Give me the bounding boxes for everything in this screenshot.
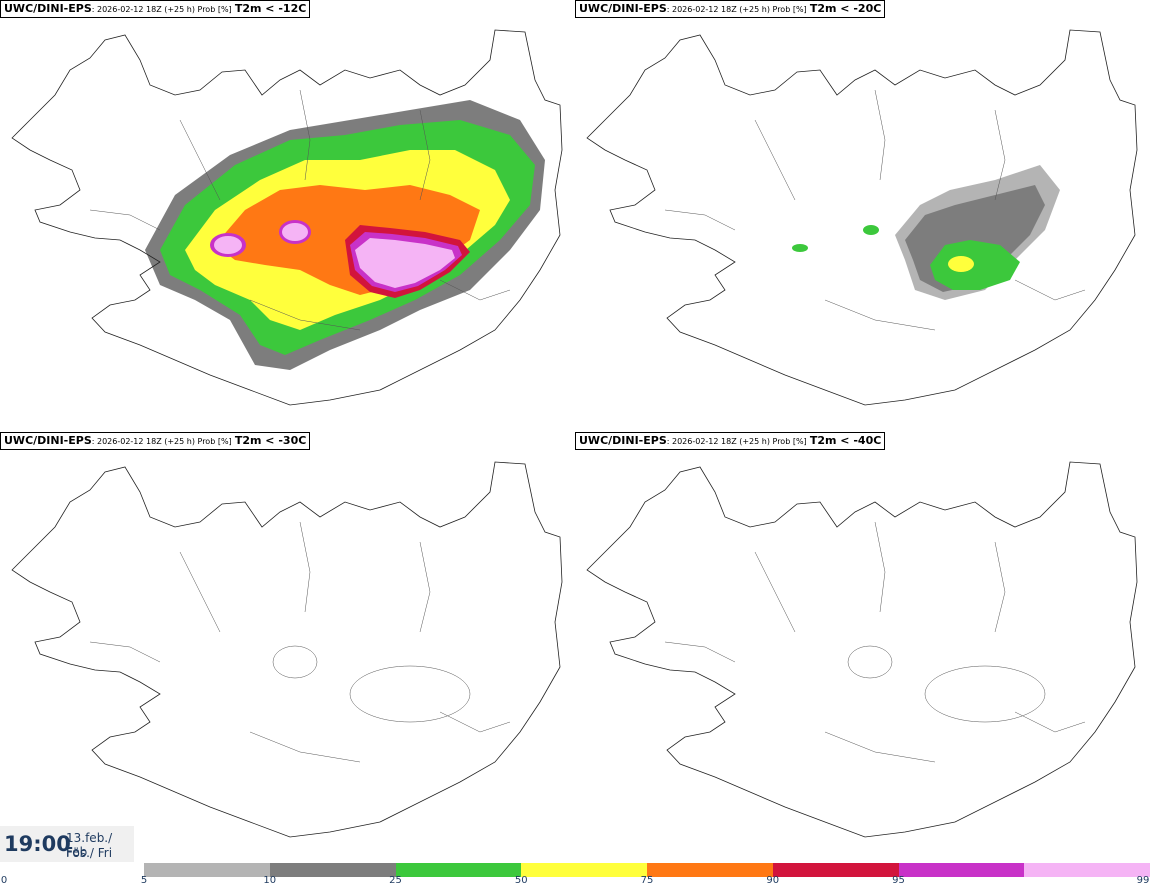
variable-threshold: T2m < -40C (809, 434, 882, 447)
probability-colorbar (144, 863, 1150, 877)
coastline (11, 461, 563, 838)
colorbar-segment (1024, 863, 1150, 877)
colorbar-tick-label: 50 (514, 875, 528, 886)
map-panel-t2m-minus-30: UWC/DINI-EPS: 2026-02-12 18Z (+25 h) Pro… (0, 432, 575, 862)
iceland-map (11, 29, 563, 406)
colorbar-tick-label: 0 (0, 875, 8, 886)
coastline (586, 29, 1138, 406)
valid-hour: 19:00 (4, 832, 71, 856)
model-name: UWC/DINI-EPS (4, 434, 92, 447)
colorbar-segment (269, 863, 396, 877)
valid-time-box: 19:00 13.feb./ Feb Fös./ Fri (0, 826, 134, 862)
colorbar-segment (395, 863, 522, 877)
colorbar-tick-label: 99 (1136, 875, 1150, 886)
colorbar-tick-label: 10 (263, 875, 277, 886)
colorbar-segment (898, 863, 1025, 877)
run-info: : 2026-02-12 18Z (+25 h) Prob [%] (666, 437, 807, 446)
probability-fill (792, 165, 1060, 300)
panel-title: UWC/DINI-EPS: 2026-02-12 18Z (+25 h) Pro… (575, 0, 886, 18)
glacier-outline (924, 665, 1046, 723)
model-name: UWC/DINI-EPS (579, 434, 667, 447)
map-panel-t2m-minus-40: UWC/DINI-EPS: 2026-02-12 18Z (+25 h) Pro… (575, 432, 1150, 862)
model-name: UWC/DINI-EPS (4, 2, 92, 15)
colorbar-tick-label: 75 (640, 875, 654, 886)
inland-contours (89, 89, 511, 331)
run-info: : 2026-02-12 18Z (+25 h) Prob [%] (91, 437, 232, 446)
inland-contours (664, 521, 1086, 763)
run-info: : 2026-02-12 18Z (+25 h) Prob [%] (91, 5, 232, 14)
colorbar-segment (144, 863, 271, 877)
panel-title: UWC/DINI-EPS: 2026-02-12 18Z (+25 h) Pro… (0, 432, 311, 450)
colorbar-tick-label: 95 (892, 875, 905, 886)
coastline (11, 29, 563, 406)
iceland-map (586, 29, 1138, 406)
glacier-outline (272, 645, 318, 679)
variable-threshold: T2m < -20C (809, 2, 882, 15)
colorbar-segment (521, 863, 648, 877)
colorbar-segment (647, 863, 774, 877)
colorbar-tick-label: 5 (140, 875, 148, 886)
model-name: UWC/DINI-EPS (579, 2, 667, 15)
glacier-outline (847, 645, 893, 679)
colorbar-tick-label: 25 (389, 875, 402, 886)
run-info: : 2026-02-12 18Z (+25 h) Prob [%] (666, 5, 807, 14)
iceland-map (11, 461, 563, 838)
glacier-outline (349, 665, 471, 723)
colorbar-tick-label: 90 (766, 875, 780, 886)
colorbar-segment (772, 863, 899, 877)
valid-day: Fös./ Fri (66, 846, 113, 860)
map-panel-t2m-minus-12: UWC/DINI-EPS: 2026-02-12 18Z (+25 h) Pro… (0, 0, 575, 430)
panel-title: UWC/DINI-EPS: 2026-02-12 18Z (+25 h) Pro… (0, 0, 311, 18)
inland-contours (89, 521, 511, 763)
variable-threshold: T2m < -12C (234, 2, 307, 15)
coastline (586, 461, 1138, 838)
panel-title: UWC/DINI-EPS: 2026-02-12 18Z (+25 h) Pro… (575, 432, 886, 450)
inland-contours (664, 89, 1086, 331)
probability-fill (145, 100, 545, 370)
map-panel-t2m-minus-20: UWC/DINI-EPS: 2026-02-12 18Z (+25 h) Pro… (575, 0, 1150, 430)
iceland-map (586, 461, 1138, 838)
variable-threshold: T2m < -30C (234, 434, 307, 447)
valid-date: 13.feb./ Feb (66, 831, 113, 859)
